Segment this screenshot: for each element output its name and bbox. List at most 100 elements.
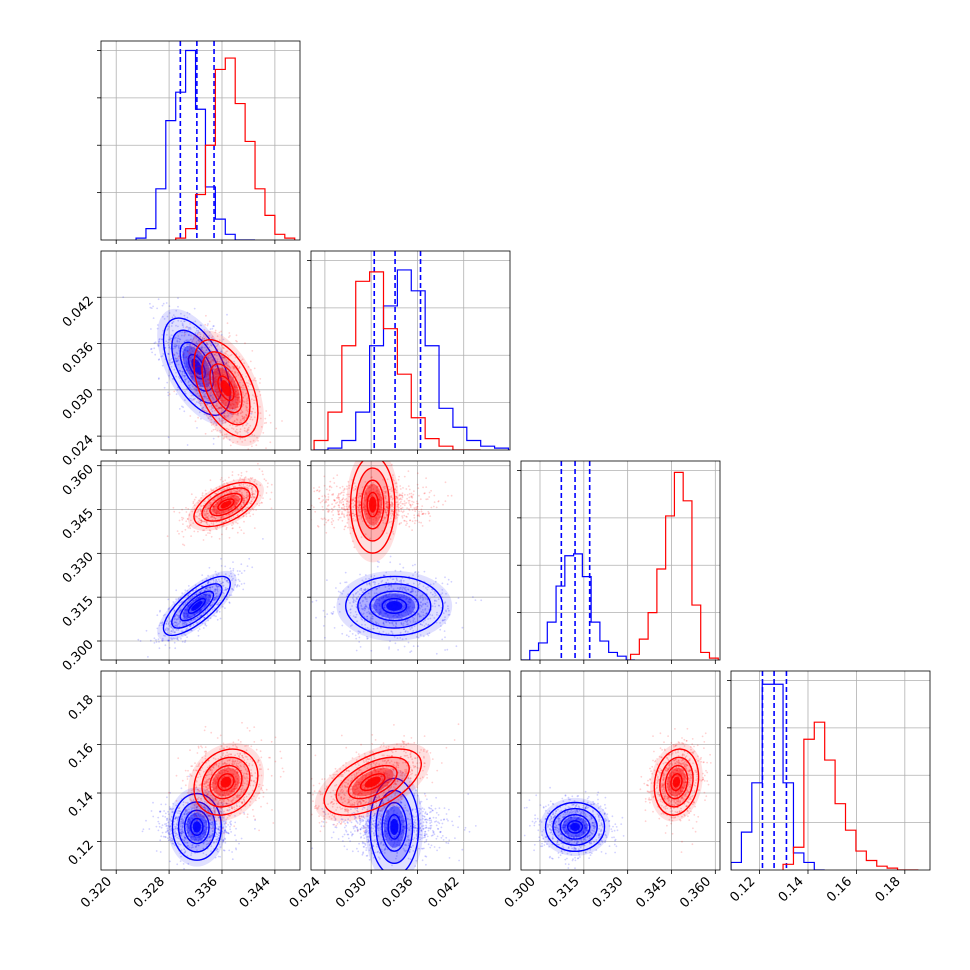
scatter-point: [186, 525, 189, 528]
scatter-point: [187, 357, 189, 360]
scatter-point: [228, 361, 230, 364]
scatter-point: [175, 309, 178, 312]
scatter-point: [221, 359, 224, 361]
scatter-point: [262, 538, 264, 540]
scatter-point: [212, 423, 215, 426]
scatter-point: [256, 503, 259, 505]
scatter-point: [211, 603, 214, 606]
scatter-point: [214, 372, 217, 375]
y-tick-label-1-0: 0.024: [60, 432, 97, 469]
scatter-point: [207, 356, 210, 359]
scatter-point: [188, 349, 191, 351]
scatter-point: [186, 608, 189, 611]
scatter-point: [216, 344, 219, 347]
scatter-point: [187, 615, 190, 618]
scatter-point: [412, 574, 414, 577]
scatter-point: [374, 604, 377, 606]
scatter-point: [345, 634, 348, 637]
scatter-point: [231, 407, 234, 409]
scatter-point: [424, 603, 427, 606]
scatter-point: [387, 632, 390, 635]
scatter-point: [214, 570, 217, 573]
scatter-point: [172, 601, 175, 603]
scatter-point: [216, 511, 219, 514]
scatter-point: [204, 323, 207, 326]
scatter-point: [215, 371, 218, 374]
scatter-point: [180, 312, 182, 315]
scatter-point: [375, 608, 378, 611]
scatter-point: [215, 511, 218, 514]
scatter-point: [169, 342, 172, 345]
scatter-point: [360, 589, 363, 592]
scatter-point: [243, 417, 246, 420]
scatter-point: [177, 319, 180, 322]
scatter-point: [231, 378, 234, 381]
scatter-point: [183, 331, 186, 333]
scatter-point: [216, 512, 219, 515]
scatter-point: [235, 396, 238, 398]
scatter-point: [178, 616, 180, 619]
scatter-point: [218, 395, 221, 398]
scatter-point: [190, 347, 193, 350]
scatter-point: [207, 516, 209, 519]
scatter-point: [216, 360, 219, 362]
scatter-point: [212, 522, 215, 525]
scatter-point: [215, 493, 218, 495]
scatter-point: [208, 594, 210, 597]
scatter-point: [231, 500, 234, 503]
scatter-point: [228, 336, 230, 339]
scatter-point: [220, 511, 223, 513]
scatter-point: [363, 606, 366, 609]
contour-0-2: [171, 583, 223, 629]
scatter-point: [171, 377, 174, 380]
scatter-point: [217, 578, 220, 581]
scatter-point: [221, 359, 224, 362]
scatter-point: [237, 578, 240, 581]
scatter-point: [206, 582, 209, 585]
scatter-point: [219, 397, 221, 399]
scatter-point: [199, 350, 201, 353]
scatter-point: [165, 302, 168, 304]
scatter-point: [234, 384, 236, 387]
scatter-point: [193, 613, 196, 616]
scatter-point: [221, 581, 224, 584]
scatter-point: [193, 530, 196, 533]
scatter-point: [359, 573, 361, 576]
scatter-point: [357, 590, 359, 593]
scatter-point: [249, 383, 252, 385]
scatter-point: [195, 389, 198, 392]
scatter-point: [231, 527, 234, 530]
scatter-point: [190, 372, 193, 375]
scatter-point: [235, 382, 238, 385]
scatter-point: [169, 621, 172, 623]
scatter-point: [181, 350, 184, 353]
scatter-point: [213, 508, 216, 511]
scatter-point: [177, 305, 179, 308]
scatter-point: [220, 407, 223, 410]
scatter-point: [214, 607, 216, 610]
scatter-point: [189, 603, 192, 606]
scatter-point: [408, 499, 411, 502]
scatter-point: [344, 571, 347, 574]
scatter-point: [214, 526, 217, 529]
scatter-point: [182, 517, 185, 520]
scatter-point: [259, 394, 262, 396]
scatter-point: [265, 447, 267, 449]
scatter-point: [384, 586, 387, 588]
scatter-point: [249, 477, 252, 479]
scatter-point: [179, 621, 182, 623]
scatter-point: [168, 622, 170, 624]
scatter-point: [237, 573, 240, 576]
scatter-point: [257, 462, 259, 465]
scatter-point: [403, 500, 406, 502]
scatter-point: [260, 426, 263, 428]
scatter-point: [186, 615, 189, 618]
scatter-point: [195, 341, 198, 343]
scatter-point: [232, 413, 235, 416]
scatter-point: [191, 365, 194, 368]
scatter-point: [175, 345, 177, 348]
scatter-point: [207, 518, 209, 520]
scatter-point: [211, 327, 214, 330]
scatter-point: [217, 390, 219, 393]
scatter-point: [218, 610, 221, 613]
